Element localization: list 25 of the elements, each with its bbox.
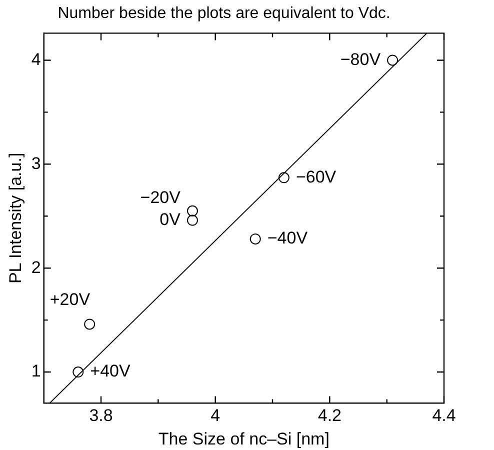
chart-title: Number beside the plots are equivalent to Vdc. [58, 5, 390, 22]
annotation: 0V [160, 210, 182, 229]
point [278, 172, 290, 184]
x-tick-label: 4 [210, 406, 220, 426]
point [72, 366, 84, 378]
point [387, 54, 398, 66]
annotation: −60V [296, 167, 337, 186]
point [186, 205, 198, 216]
x-tick-label: 3.8 [89, 406, 113, 426]
annotation: +20V [50, 290, 91, 309]
x-tick-label: 4.4 [432, 406, 456, 426]
y-tick-label: 2 [31, 258, 41, 277]
annotation: +40V [90, 362, 131, 381]
x-axis-title: The Size of nc–Si [nm] [158, 429, 330, 448]
point [84, 318, 96, 330]
y-tick-label: 1 [31, 362, 41, 381]
annotation: −40V [267, 228, 308, 248]
annotation: −20V [140, 188, 182, 207]
y-tick-label: 4 [31, 50, 41, 69]
y-axis-title: PL Intensity [a.u.] [6, 152, 25, 284]
annotation: −80V [340, 50, 382, 69]
point [186, 214, 198, 226]
y-tick-label: 3 [31, 154, 41, 173]
point [250, 233, 261, 244]
x-tick-label: 4.2 [318, 406, 342, 426]
